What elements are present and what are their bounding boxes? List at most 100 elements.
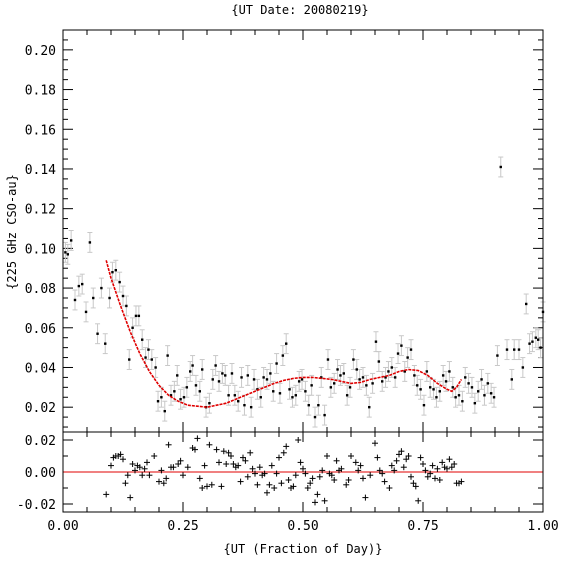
data-point: [400, 344, 403, 347]
data-point: [528, 342, 531, 345]
data-point: [320, 376, 323, 379]
residual-point: [345, 477, 352, 483]
residual-point: [278, 480, 285, 487]
data-point: [390, 366, 393, 369]
y-tick-label: 0.00: [25, 466, 56, 481]
residual-plot: -0.02 0.00 0.02 0.00 0.25 0.50 0.75 1.00 {UT (…: [17, 431, 559, 556]
data-point: [317, 404, 320, 407]
data-point: [111, 270, 114, 274]
data-point: [525, 302, 528, 306]
data-point: [429, 386, 432, 389]
data-point: [265, 378, 269, 381]
residual-point: [180, 472, 186, 479]
data-point: [492, 396, 496, 399]
data-point: [496, 354, 499, 357]
data-point: [246, 374, 249, 377]
main-y-axis: 0.02 0.04 0.06 0.08 0.10 0.12 0.14 0.16 0.18 0.20: [25, 29, 544, 432]
chart-title: {UT Date: 20080219}: [231, 3, 368, 17]
residual-point: [199, 485, 206, 491]
data-point: [470, 386, 474, 389]
data-point: [237, 400, 240, 403]
data-point: [176, 374, 179, 377]
residual-point: [218, 483, 225, 490]
residual-point: [271, 485, 278, 491]
data-point: [505, 348, 509, 351]
residual-point: [230, 461, 237, 467]
data-point: [342, 372, 345, 375]
data-point: [521, 366, 525, 369]
data-point: [422, 404, 426, 407]
data-point: [483, 394, 486, 397]
residual-point: [177, 457, 184, 464]
residual-point: [170, 464, 177, 471]
residual-point: [386, 485, 393, 491]
data-point: [461, 400, 464, 403]
residual-point: [362, 494, 369, 501]
residual-point: [276, 454, 282, 461]
residual-point: [424, 473, 431, 480]
data-point: [396, 352, 400, 355]
residual-point: [268, 462, 275, 469]
residual-point: [117, 451, 124, 458]
residual-point: [434, 465, 441, 472]
residual-point: [163, 475, 170, 482]
data-point: [352, 358, 355, 361]
residual-point: [372, 440, 378, 447]
data-point: [345, 394, 349, 397]
residual-point: [328, 472, 335, 479]
data-point: [121, 294, 125, 298]
y-axis-label: {225 GHz CSO-au}: [5, 174, 19, 290]
residual-point: [302, 470, 309, 477]
data-point: [300, 378, 304, 381]
data-point: [147, 348, 150, 351]
residual-point: [396, 451, 402, 458]
data-point: [96, 332, 99, 335]
y-tick-label: 0.08: [25, 282, 56, 297]
data-point: [144, 356, 147, 359]
data-point: [256, 388, 259, 391]
residual-point: [432, 475, 438, 482]
residual-point: [213, 446, 220, 453]
data-point: [425, 370, 429, 373]
residual-point: [458, 478, 465, 485]
data-point: [64, 251, 67, 254]
data-point: [413, 374, 416, 377]
residual-point: [448, 464, 455, 471]
residual-point: [300, 465, 306, 472]
data-point: [211, 378, 214, 381]
residual-plot-frame: [62, 431, 544, 513]
data-point: [310, 384, 313, 387]
residual-point: [192, 446, 198, 453]
residual-point: [307, 480, 314, 487]
residual-point: [436, 477, 443, 483]
y-tick-label: -0.02: [17, 498, 56, 513]
residual-point: [429, 462, 436, 469]
residual-point: [352, 459, 359, 466]
residual-point: [343, 481, 350, 488]
residual-point: [422, 467, 429, 474]
data-point: [249, 405, 253, 409]
residual-point: [127, 494, 134, 501]
data-point: [227, 394, 230, 397]
data-point: [275, 362, 278, 365]
data-point: [118, 280, 121, 284]
residual-point: [160, 480, 167, 487]
residual-point: [374, 454, 381, 461]
residual-points: [103, 435, 465, 506]
data-point: [510, 378, 513, 381]
data-point: [160, 396, 163, 399]
residual-point: [360, 475, 366, 482]
residual-point: [444, 465, 450, 472]
data-point: [291, 396, 294, 399]
data-point: [125, 304, 128, 308]
data-point: [454, 396, 457, 399]
residual-point: [141, 465, 148, 472]
data-point: [448, 370, 451, 373]
data-point: [252, 378, 256, 381]
data-point: [384, 376, 387, 379]
data-point: [451, 386, 454, 389]
data-point: [477, 390, 480, 393]
residual-point: [290, 483, 297, 490]
data-point: [156, 400, 160, 403]
data-point: [128, 358, 131, 361]
